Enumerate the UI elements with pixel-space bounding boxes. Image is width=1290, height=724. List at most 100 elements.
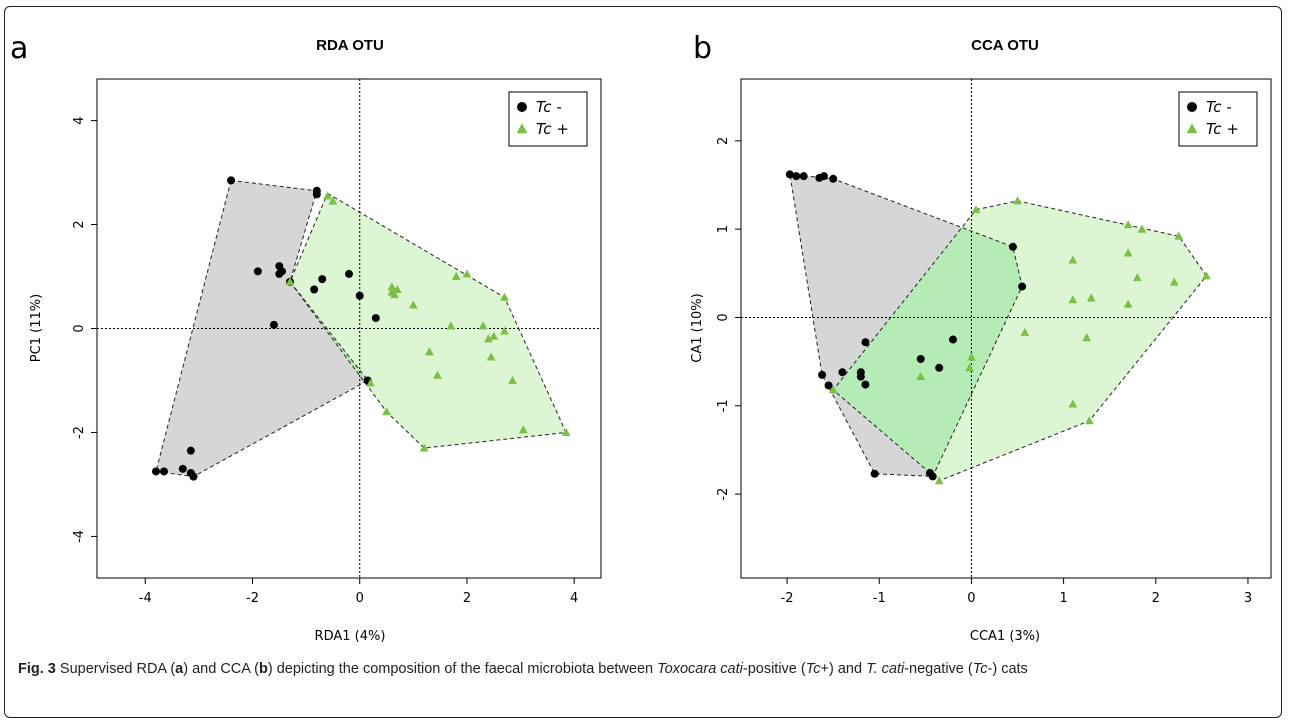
data-point-tc-positive	[1169, 277, 1179, 286]
legend-label-suffix: -	[1222, 98, 1232, 116]
caption-part: Tc	[805, 661, 821, 677]
data-point-tc-positive	[518, 425, 528, 434]
data-point-tc-negative	[829, 174, 838, 183]
x-tick-label: 0	[356, 591, 364, 606]
caption-part: -positive (	[742, 661, 806, 677]
caption-part: -) cats	[987, 661, 1028, 677]
data-point-tc-negative	[928, 472, 937, 481]
plot-area	[97, 79, 601, 578]
legend-marker-tc-negative	[1187, 102, 1197, 112]
legend-box	[508, 91, 588, 147]
y-tick-label: 0	[716, 313, 731, 321]
data-point-tc-negative	[160, 467, 169, 476]
data-point-tc-negative	[949, 335, 957, 344]
data-point-tc-positive	[1123, 299, 1133, 308]
data-point-tc-positive	[1137, 224, 1147, 233]
legend-label-suffix: -	[552, 98, 562, 116]
data-point-tc-positive	[1123, 220, 1133, 229]
data-point-tc-positive	[489, 331, 499, 340]
data-point-tc-positive	[508, 375, 517, 384]
data-point-tc-negative	[935, 363, 944, 372]
caption-text: Supervised RDA (a) and CCA (b) depicting…	[56, 661, 1028, 677]
legend-label: Tc +	[536, 120, 569, 138]
hull-positive-fill	[290, 193, 567, 449]
legend-label-suffix: +	[1222, 120, 1239, 138]
panel-letter: b	[693, 31, 712, 66]
data-point-tc-negative	[178, 464, 187, 473]
legend-marker-tc-positive	[516, 123, 528, 134]
data-point-tc-positive	[390, 290, 399, 299]
x-tick-label: 0	[967, 591, 975, 606]
x-axis-label: CCA1 (3%)	[970, 629, 1040, 644]
data-point-tc-positive	[1174, 231, 1184, 240]
data-point-tc-positive	[366, 378, 375, 387]
x-tick-label: -2	[781, 591, 794, 606]
legend: Tc - Tc +	[1178, 91, 1258, 147]
legend-label-suffix: +	[552, 120, 569, 138]
plot-title: RDA OTU	[316, 37, 384, 54]
data-point-tc-positive	[965, 363, 974, 372]
data-point-tc-negative	[371, 314, 380, 323]
y-tick-label: 4	[72, 116, 87, 124]
chart-panel-b: -2 -1 0 1 2 3 -2 -1 0 1 2 b CCA OTU CCA1 (3%) CA1 (10%…	[690, 31, 1272, 644]
y-tick-label: 2	[716, 137, 731, 145]
data-point-tc-positive	[478, 321, 488, 330]
x-axis-label: RDA1 (4%)	[315, 629, 386, 644]
plot-area	[741, 79, 1271, 578]
data-point-tc-positive	[446, 321, 456, 330]
legend-marker-tc-negative	[517, 102, 527, 112]
data-point-tc-positive	[451, 271, 461, 280]
data-point-tc-positive	[971, 205, 981, 214]
data-point-tc-positive	[934, 476, 944, 485]
data-point-tc-negative	[838, 368, 847, 377]
caption-part: T. cati	[866, 661, 905, 677]
data-point-tc-negative	[861, 338, 870, 347]
x-tick-label: -4	[139, 591, 152, 606]
data-point-tc-positive	[1132, 273, 1142, 282]
data-point-tc-positive	[419, 443, 429, 452]
data-point-tc-positive	[462, 269, 472, 278]
data-point-tc-negative	[916, 354, 925, 363]
data-point-tc-positive	[561, 427, 571, 436]
x-tick-label: -2	[246, 591, 259, 606]
legend-label: Tc -	[1206, 98, 1232, 116]
data-point-tc-negative	[824, 381, 833, 390]
data-point-tc-positive	[387, 282, 397, 291]
data-point-tc-negative	[189, 472, 198, 481]
caption-part: a	[175, 661, 184, 677]
data-point-tc-positive	[500, 292, 509, 301]
data-point-tc-positive	[1085, 416, 1094, 425]
data-point-tc-negative	[227, 176, 236, 185]
data-point-tc-negative	[799, 172, 808, 181]
y-tick-label: -2	[72, 426, 87, 439]
data-point-tc-negative	[870, 469, 879, 478]
data-point-tc-positive	[1123, 248, 1133, 257]
caption-part: +) and	[820, 661, 867, 677]
caption-part: ) and CCA (	[183, 661, 259, 677]
data-point-tc-positive	[967, 352, 976, 361]
data-point-tc-positive	[1202, 271, 1211, 280]
data-point-tc-positive	[1020, 327, 1030, 336]
data-point-tc-negative	[355, 291, 364, 300]
data-point-tc-negative	[312, 190, 321, 199]
data-point-tc-positive	[1082, 333, 1092, 342]
legend-marker-tc-positive	[1186, 123, 1198, 134]
y-tick-label: -2	[716, 488, 731, 501]
caption-part: Supervised RDA (	[55, 661, 176, 677]
data-point-tc-negative	[345, 269, 353, 278]
data-point-tc-negative	[269, 320, 278, 329]
data-point-tc-negative	[856, 372, 865, 381]
caption-part: ) depicting the composition of the faeca…	[267, 661, 658, 677]
data-point-tc-positive	[916, 372, 926, 381]
x-tick-label: -1	[873, 591, 886, 606]
data-point-tc-positive	[1068, 295, 1078, 304]
x-tick-label: 4	[570, 591, 578, 606]
data-point-tc-negative	[151, 467, 160, 476]
x-tick-label: 2	[463, 591, 471, 606]
data-point-tc-positive	[408, 300, 418, 309]
legend-label: Tc +	[1206, 120, 1239, 138]
caption-part: -negative (	[904, 661, 973, 677]
legend-label-italic: Tc	[536, 98, 552, 116]
data-point-tc-negative	[277, 267, 286, 276]
